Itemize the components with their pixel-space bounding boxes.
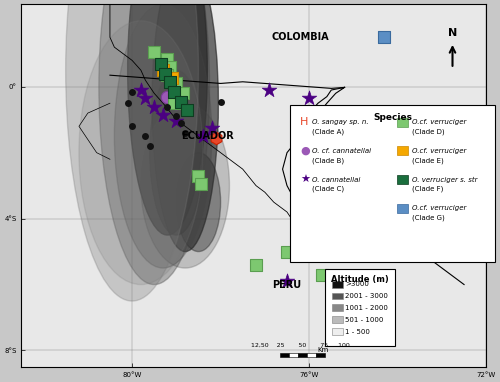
Text: O.cf. verruciger: O.cf. verruciger: [412, 205, 466, 211]
Point: [166, 79, 173, 85]
Point: [177, 99, 185, 105]
Point: [172, 113, 180, 120]
Point: [164, 94, 172, 100]
Text: (Clade A): (Clade A): [312, 128, 344, 135]
Point: [252, 262, 260, 268]
Point: [172, 100, 180, 106]
Text: 1001 - 2000: 1001 - 2000: [345, 305, 388, 311]
Point: [196, 181, 204, 187]
Point: [212, 135, 220, 141]
Text: PERU: PERU: [272, 280, 302, 290]
Ellipse shape: [99, 0, 210, 285]
Point: [216, 99, 224, 105]
Text: (Clade E): (Clade E): [412, 157, 444, 164]
Point: [184, 107, 192, 113]
Ellipse shape: [152, 0, 218, 252]
Point: [168, 75, 176, 81]
Text: O. cannatellai: O. cannatellai: [312, 176, 361, 183]
Text: (Clade G): (Clade G): [412, 214, 444, 221]
Point: [166, 64, 173, 70]
Text: ★: ★: [300, 175, 310, 185]
Ellipse shape: [128, 0, 208, 235]
Point: [283, 278, 291, 284]
Point: [177, 120, 185, 126]
Point: [124, 100, 132, 106]
Point: [305, 95, 313, 101]
Point: [150, 49, 158, 55]
Text: O. cf. cannatellai: O. cf. cannatellai: [312, 148, 372, 154]
Text: Species: Species: [373, 113, 412, 122]
Text: ●: ●: [300, 146, 310, 156]
Point: [159, 67, 167, 73]
Text: H: H: [300, 117, 308, 127]
Point: [128, 123, 136, 129]
Point: [146, 143, 154, 149]
Point: [283, 249, 291, 255]
Text: O. sangay sp. n.: O. sangay sp. n.: [312, 119, 369, 125]
Text: >3000: >3000: [345, 281, 369, 287]
Point: [170, 89, 178, 95]
Ellipse shape: [176, 153, 220, 252]
Point: [172, 80, 180, 86]
Text: COLOMBIA: COLOMBIA: [272, 32, 329, 42]
Point: [162, 71, 170, 77]
Point: [380, 34, 388, 40]
Point: [181, 130, 189, 136]
Point: [318, 272, 326, 278]
Text: 2001 - 3000: 2001 - 3000: [345, 293, 388, 299]
Point: [164, 72, 172, 78]
Text: (Clade F): (Clade F): [412, 186, 443, 193]
Point: [172, 118, 180, 125]
Point: [137, 87, 145, 93]
Text: 12,50    25       50       75     100: 12,50 25 50 75 100: [250, 343, 350, 348]
Point: [199, 133, 207, 139]
Ellipse shape: [141, 103, 230, 268]
Point: [142, 95, 150, 101]
Point: [159, 112, 167, 118]
Text: O.cf. verruciger: O.cf. verruciger: [412, 148, 466, 154]
Point: [266, 87, 274, 93]
Point: [150, 104, 158, 110]
Point: [128, 89, 136, 95]
Text: Km: Km: [317, 347, 328, 353]
Point: [208, 125, 216, 131]
Text: Altitude (m): Altitude (m): [331, 275, 389, 284]
Text: (Clade D): (Clade D): [412, 128, 444, 135]
Text: (Clade C): (Clade C): [312, 186, 344, 193]
Ellipse shape: [79, 21, 203, 285]
Text: O.cf. verruciger: O.cf. verruciger: [412, 119, 466, 125]
Point: [164, 104, 172, 110]
Ellipse shape: [66, 0, 198, 301]
Text: ECUADOR: ECUADOR: [181, 131, 234, 141]
Point: [194, 173, 202, 179]
Text: N: N: [448, 28, 457, 38]
Text: 1 - 500: 1 - 500: [345, 329, 370, 335]
Text: O. verruciger s. str: O. verruciger s. str: [412, 176, 477, 183]
Ellipse shape: [150, 70, 203, 235]
Point: [170, 100, 178, 106]
Point: [179, 90, 187, 96]
Text: 501 - 1000: 501 - 1000: [345, 317, 384, 323]
Point: [142, 133, 150, 139]
Ellipse shape: [114, 4, 212, 268]
Point: [164, 56, 172, 62]
Point: [157, 61, 165, 67]
Text: (Clade B): (Clade B): [312, 157, 344, 164]
